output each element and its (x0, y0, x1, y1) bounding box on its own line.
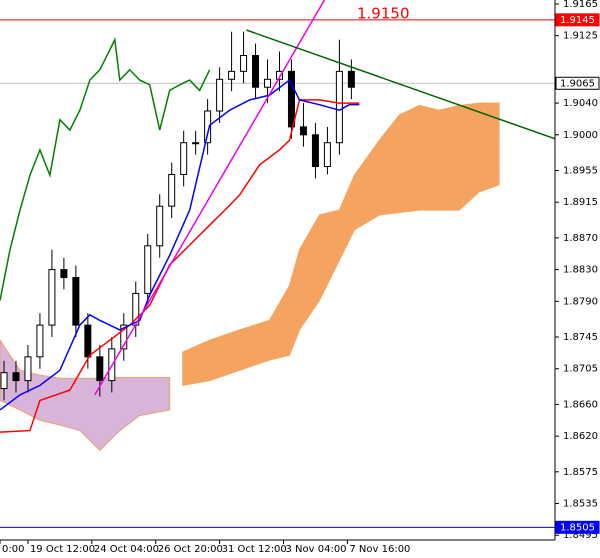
cloud (182, 102, 500, 386)
y-tick-label: 1.8535 (563, 499, 598, 510)
candle-body (180, 142, 188, 175)
candle-body (323, 142, 331, 168)
candle-body (84, 324, 92, 358)
trendline (246, 29, 555, 140)
annotation: 1.9150 (357, 4, 410, 22)
y-tick-label: 1.9165 (563, 0, 598, 10)
y-tick-label: 1.8745 (563, 332, 598, 343)
candle-body (264, 78, 272, 88)
x-tick-label: 24 Oct 04:00 (94, 544, 159, 555)
candle-body (156, 205, 164, 247)
candle-body (24, 356, 32, 382)
candle-body (48, 269, 56, 326)
price-label: 1.8505 (560, 522, 595, 533)
x-tick-label: 31 Oct 12:00 (222, 544, 287, 555)
indicator-line (0, 78, 360, 411)
y-tick-label: 1.8915 (563, 197, 598, 208)
y-tick-label: 1.8790 (563, 296, 598, 307)
indicator-line (0, 99, 360, 433)
candle-body (60, 269, 68, 279)
price-label-box (555, 13, 600, 27)
indicator-line (0, 37, 211, 301)
candle-body (12, 372, 20, 382)
candle-body (347, 70, 355, 88)
y-tick-label: 1.8870 (563, 233, 598, 244)
price-label: 1.9065 (560, 78, 595, 89)
candle-body (335, 70, 343, 144)
candle-body (228, 70, 236, 80)
price-label: 1.9145 (560, 15, 595, 26)
y-tick-label: 1.9040 (563, 98, 598, 109)
price-label-box (555, 520, 600, 534)
y-tick-label: 1.8705 (563, 364, 598, 375)
candle-body (72, 277, 80, 326)
candle-body (144, 245, 152, 294)
candle-body (192, 142, 200, 145)
plot-layer (0, 0, 555, 528)
candle-body (0, 372, 8, 390)
x-tick-label: 0:00 (2, 544, 24, 555)
candle-body (275, 70, 283, 80)
candle-body (120, 324, 128, 350)
candle-body (204, 110, 212, 144)
candle-body (96, 356, 104, 382)
x-tick-label: 7 Nov 16:00 (349, 544, 410, 555)
candle-body (240, 55, 248, 72)
y-tick-label: 1.9000 (563, 130, 598, 141)
trendline (94, 0, 326, 396)
x-tick-label: 3 Nov 04:00 (285, 544, 346, 555)
candle-body (168, 173, 176, 207)
y-tick-label: 1.9125 (563, 31, 598, 42)
cloud (0, 339, 171, 452)
candle-body (287, 70, 295, 128)
y-tick-label: 1.8495 (563, 530, 598, 541)
candle-body (36, 324, 44, 358)
x-tick-label: 19 Oct 12:00 (30, 544, 95, 555)
y-tick-label: 1.8660 (563, 399, 598, 410)
y-tick-label: 1.8575 (563, 467, 598, 478)
y-tick-label: 1.8830 (563, 265, 598, 276)
y-tick-label: 1.8955 (563, 165, 598, 176)
candle-body (311, 134, 319, 168)
candle-body (252, 55, 260, 88)
price-label-box (555, 76, 600, 90)
x-tick-label: 26 Oct 20:00 (158, 544, 223, 555)
y-tick-label: 1.8620 (563, 431, 598, 442)
candle-body (216, 78, 224, 112)
candle-body (299, 126, 307, 136)
